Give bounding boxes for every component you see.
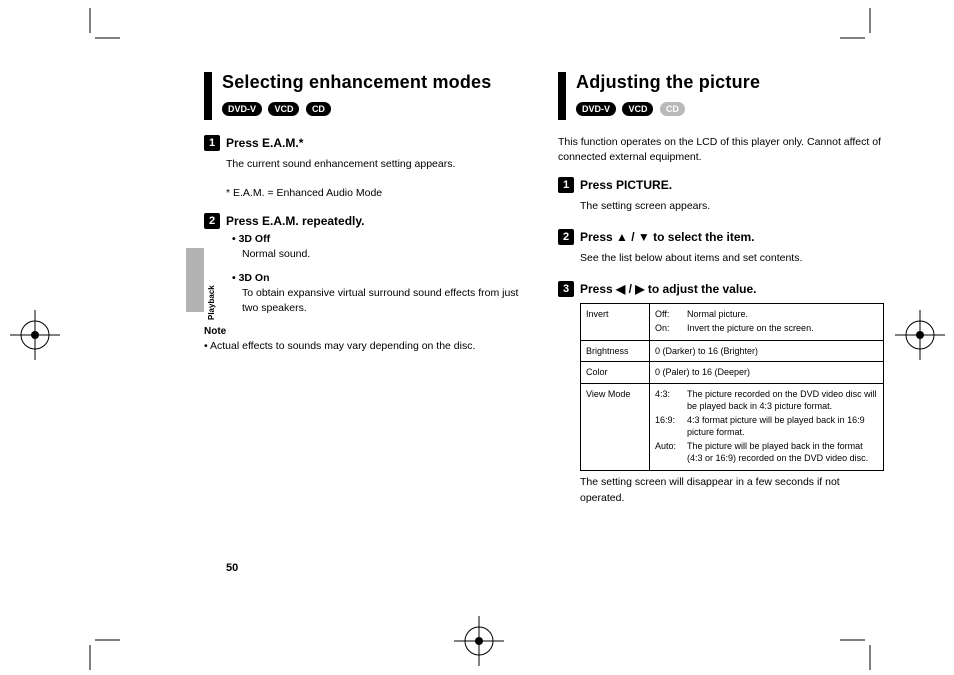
- right-step-2: 2 Press ▲ / ▼ to select the item.: [558, 229, 884, 245]
- cell-val: 0 (Darker) to 16 (Brighter): [650, 341, 884, 362]
- step-num-icon: 2: [204, 213, 220, 229]
- left-badges: DVD-V VCD CD: [222, 99, 491, 117]
- note-text: • Actual effects to sounds may vary depe…: [204, 339, 530, 354]
- table-row: Color 0 (Paler) to 16 (Deeper): [581, 362, 884, 383]
- reg-mark-bottom: [454, 616, 504, 666]
- side-tab: [186, 248, 204, 312]
- bullet-item: 3D On To obtain expansive virtual surrou…: [232, 272, 530, 316]
- title-bar-icon: [558, 72, 566, 120]
- intro-text: This function operates on the LCD of thi…: [558, 135, 884, 165]
- step-body: The setting screen appears.: [580, 199, 884, 215]
- step-head: Press ▲ / ▼ to select the item.: [580, 229, 755, 245]
- cell-val: Off:Normal picture. On:Invert the pictur…: [650, 303, 884, 340]
- sv: The picture will be played back in the f…: [687, 440, 878, 464]
- note-label: Note: [204, 326, 530, 337]
- step-head: Press ◀ / ▶ to adjust the value.: [580, 281, 757, 297]
- after-table-text: The setting screen will disappear in a f…: [580, 475, 884, 505]
- settings-table: Invert Off:Normal picture. On:Invert the…: [580, 303, 884, 471]
- badge-vcd: VCD: [622, 102, 653, 116]
- bullet-desc: To obtain expansive virtual surround sou…: [242, 286, 530, 316]
- step-head: Press PICTURE.: [580, 177, 672, 193]
- right-column: Adjusting the picture DVD-V VCD CD This …: [558, 72, 884, 506]
- bullet-item: 3D Off Normal sound.: [232, 233, 530, 262]
- step-num-icon: 1: [204, 135, 220, 151]
- t: to select the item.: [650, 230, 755, 244]
- table-row: Brightness 0 (Darker) to 16 (Brighter): [581, 341, 884, 362]
- title-bar-icon: [204, 72, 212, 120]
- t: Press: [580, 230, 616, 244]
- up-down-arrow-icon: ▲ / ▼: [616, 230, 650, 244]
- step-num-icon: 3: [558, 281, 574, 297]
- sv: The picture recorded on the DVD video di…: [687, 388, 878, 412]
- cell-key: Brightness: [581, 341, 650, 362]
- step-body: See the list below about items and set c…: [580, 251, 884, 267]
- right-step-3: 3 Press ◀ / ▶ to adjust the value.: [558, 281, 884, 297]
- page-number: 50: [226, 562, 238, 574]
- table-row: Invert Off:Normal picture. On:Invert the…: [581, 303, 884, 340]
- left-title: Selecting enhancement modes: [222, 72, 491, 93]
- right-badges: DVD-V VCD CD: [576, 99, 760, 117]
- step-head: Press E.A.M. repeatedly.: [226, 213, 365, 229]
- cell-val: 4:3:The picture recorded on the DVD vide…: [650, 383, 884, 471]
- bullet-title: 3D Off: [232, 233, 530, 245]
- bullet-desc: Normal sound.: [242, 247, 530, 262]
- reg-mark-left: [10, 310, 60, 360]
- step-num-icon: 1: [558, 177, 574, 193]
- table-row: View Mode 4:3:The picture recorded on th…: [581, 383, 884, 471]
- cell-val: 0 (Paler) to 16 (Deeper): [650, 362, 884, 383]
- t: Press: [580, 282, 616, 296]
- crop-mark-tr: [840, 8, 900, 68]
- step-head: Press E.A.M.*: [226, 135, 303, 151]
- bullet-list: 3D Off Normal sound. 3D On To obtain exp…: [232, 233, 530, 317]
- sv: 4:3 format picture will be played back i…: [687, 414, 878, 438]
- reg-mark-right: [895, 310, 945, 360]
- crop-mark-tl: [60, 8, 120, 68]
- t: to adjust the value.: [645, 282, 757, 296]
- badge-vcd: VCD: [268, 102, 299, 116]
- badge-cd: CD: [306, 102, 331, 116]
- right-step-1: 1 Press PICTURE.: [558, 177, 884, 193]
- right-title: Adjusting the picture: [576, 72, 760, 93]
- left-right-arrow-icon: ◀ / ▶: [616, 282, 644, 296]
- step-num-icon: 2: [558, 229, 574, 245]
- crop-mark-bl: [60, 610, 120, 670]
- left-step-1: 1 Press E.A.M.*: [204, 135, 530, 151]
- step-footnote: * E.A.M. = Enhanced Audio Mode: [226, 187, 530, 199]
- cell-key: View Mode: [581, 383, 650, 471]
- sv: Invert the picture on the screen.: [687, 322, 814, 334]
- crop-mark-br: [840, 610, 900, 670]
- cell-key: Color: [581, 362, 650, 383]
- sk: Off:: [655, 308, 687, 320]
- badge-dvdv: DVD-V: [576, 102, 616, 116]
- left-column: Selecting enhancement modes DVD-V VCD CD…: [204, 72, 530, 506]
- badge-dvdv: DVD-V: [222, 102, 262, 116]
- step-body: The current sound enhancement setting ap…: [226, 157, 530, 173]
- sk: On:: [655, 322, 687, 334]
- sk: 4:3:: [655, 388, 687, 412]
- left-step-2: 2 Press E.A.M. repeatedly.: [204, 213, 530, 229]
- badge-cd-dim: CD: [660, 102, 685, 116]
- bullet-title: 3D On: [232, 272, 530, 284]
- sk: Auto:: [655, 440, 687, 464]
- sk: 16:9:: [655, 414, 687, 438]
- sv: Normal picture.: [687, 308, 748, 320]
- cell-key: Invert: [581, 303, 650, 340]
